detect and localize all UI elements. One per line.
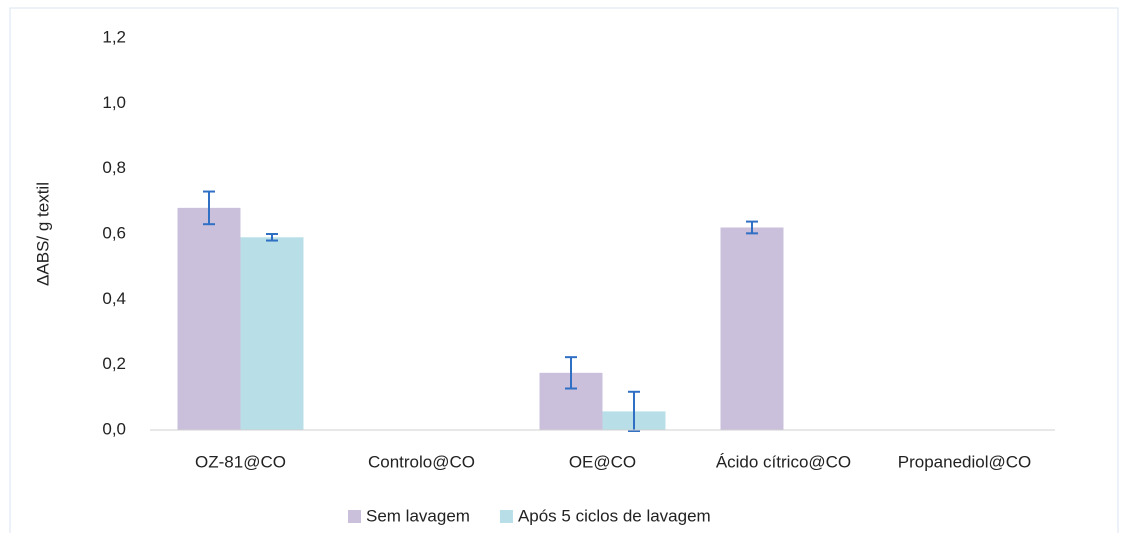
y-tick-label: 0,6 <box>102 223 126 242</box>
legend-swatch <box>348 510 361 523</box>
y-tick-label: 0,0 <box>102 419 126 438</box>
y-tick-label: 1,2 <box>102 27 126 46</box>
y-axis-label: ΔABS/ g textil <box>33 182 52 286</box>
legend-swatch <box>499 510 513 523</box>
y-tick-label: 0,8 <box>102 158 126 177</box>
error-bar <box>628 390 640 432</box>
error-bar <box>266 233 278 242</box>
x-tick-label: Propanediol@CO <box>898 452 1032 471</box>
bar <box>720 227 784 430</box>
y-tick-label: 0,4 <box>102 289 126 308</box>
x-tick-label: OZ-81@CO <box>195 452 286 471</box>
legend-label: Sem lavagem <box>366 506 470 525</box>
y-tick-label: 0,2 <box>102 354 126 373</box>
x-tick-label: Controlo@CO <box>368 452 475 471</box>
x-tick-label: OE@CO <box>569 452 636 471</box>
y-tick-label: 1,0 <box>102 93 126 112</box>
chart-frame <box>9 7 1119 533</box>
bar <box>240 237 304 430</box>
legend-label: Após 5 ciclos de lavagem <box>518 506 711 525</box>
bar <box>177 207 241 430</box>
x-tick-label: Ácido cítrico@CO <box>716 452 851 471</box>
error-bar <box>565 356 577 390</box>
error-bar <box>746 220 758 235</box>
error-bar <box>203 190 215 226</box>
